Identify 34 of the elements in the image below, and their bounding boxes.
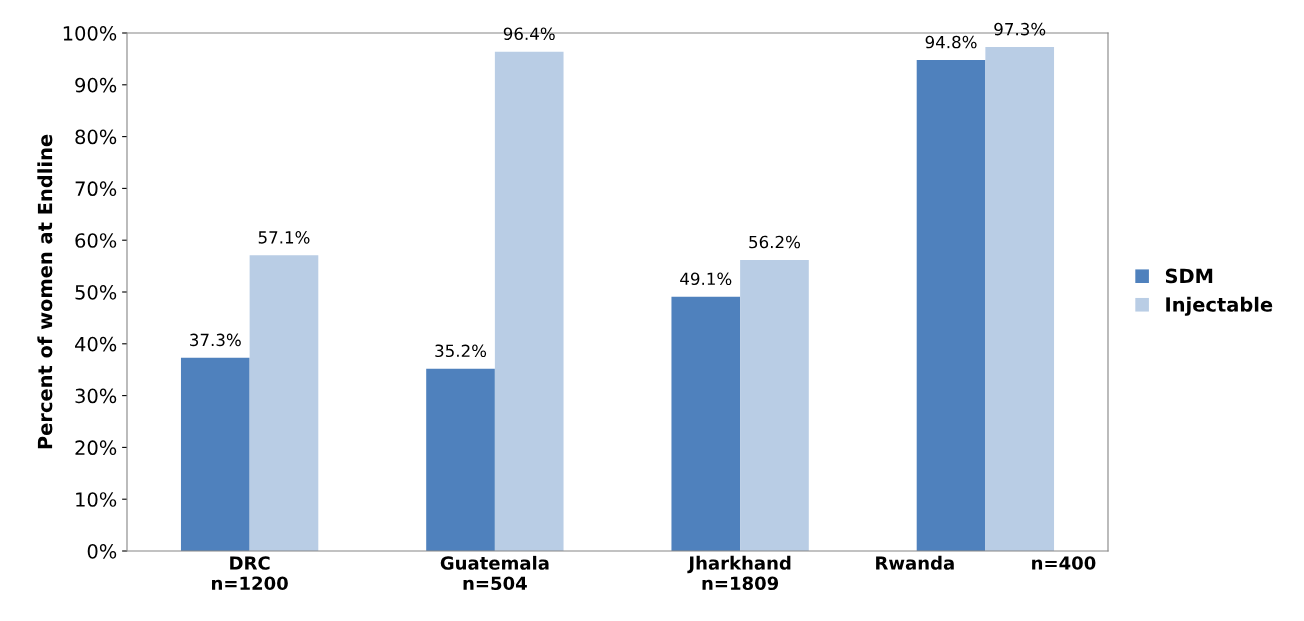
bar bbox=[985, 46, 1055, 551]
y-tick-label: 90% bbox=[75, 77, 117, 93]
y-tick-label: 100% bbox=[63, 25, 117, 41]
bar bbox=[426, 368, 495, 551]
legend-label: Injectable bbox=[1166, 296, 1273, 316]
y-axis-title: Percent of women at Endline bbox=[37, 134, 53, 449]
bar bbox=[494, 51, 564, 551]
data-label: 57.1% bbox=[258, 231, 310, 244]
bar bbox=[671, 296, 741, 551]
bar bbox=[916, 59, 986, 551]
bar bbox=[740, 259, 809, 551]
x-tick-label: DRC n=1200 bbox=[212, 556, 288, 591]
data-label: 37.3% bbox=[190, 333, 241, 347]
y-tick-label: 50% bbox=[75, 284, 117, 300]
y-tick-label: 30% bbox=[75, 388, 117, 404]
x-tick-label: Guatemala n=504 bbox=[440, 555, 549, 591]
data-label: 49.1% bbox=[680, 272, 732, 286]
y-tick-label: 70% bbox=[75, 181, 117, 197]
y-tick-label: 40% bbox=[75, 336, 117, 352]
bar bbox=[180, 357, 250, 551]
y-tick-label: 20% bbox=[75, 440, 117, 456]
y-tick-label: 10% bbox=[76, 492, 117, 507]
data-label: 56.2% bbox=[749, 235, 801, 249]
y-tick-label: 80% bbox=[75, 129, 117, 145]
data-label: 96.4% bbox=[503, 27, 555, 41]
x-tick-label: Rwanda n=400 bbox=[876, 555, 1096, 570]
data-label: 97.3% bbox=[994, 22, 1046, 36]
x-tick-label: Jharkhand n=1809 bbox=[687, 555, 791, 591]
legend-label: SDM bbox=[1165, 268, 1213, 284]
y-tick-label: 0% bbox=[87, 543, 117, 559]
bar bbox=[249, 255, 319, 551]
data-label: 35.2% bbox=[435, 344, 487, 358]
data-label: 94.8% bbox=[925, 35, 977, 49]
y-tick-label: 60% bbox=[75, 233, 117, 248]
